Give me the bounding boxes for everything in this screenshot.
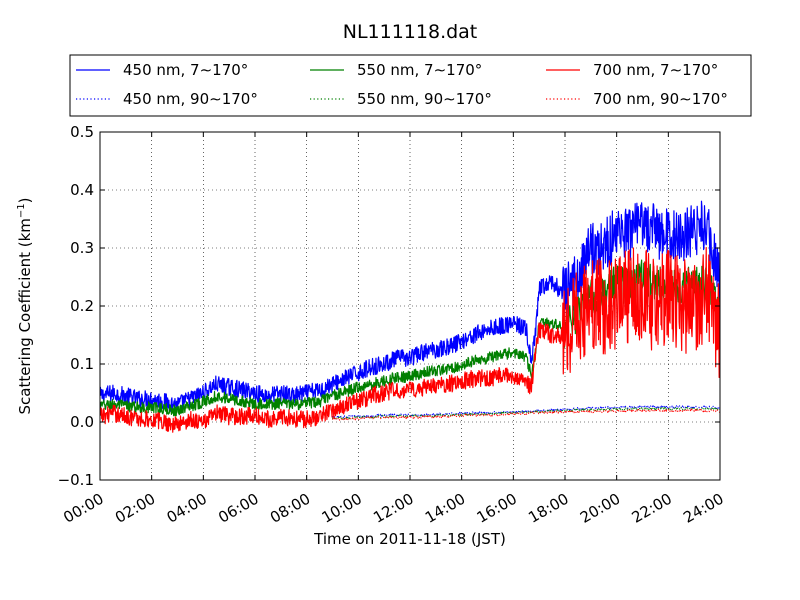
- legend-label: 450 nm, 7∼170°: [123, 61, 248, 79]
- x-tick-label: 18:00: [525, 490, 571, 527]
- legend-frame: [69, 54, 752, 117]
- x-tick-label: 00:00: [60, 490, 106, 527]
- series-line: [100, 200, 720, 412]
- y-tick-label: 0.2: [70, 297, 94, 315]
- y-axis-label-prefix: Scattering Coefficient (km: [16, 218, 34, 414]
- y-axis-label-sup: −1: [16, 203, 27, 218]
- legend: 450 nm, 7∼170° 550 nm, 7∼170° 700 nm, 7∼17…: [69, 54, 752, 117]
- x-tick-label: 14:00: [422, 490, 468, 527]
- x-tick-label: 22:00: [629, 490, 675, 527]
- y-axis-label: Scattering Coefficient (km−1): [16, 197, 34, 414]
- y-tick-label: 0.3: [70, 239, 94, 257]
- y-tick-label: 0.1: [70, 355, 94, 373]
- legend-label: 550 nm, 90∼170°: [357, 90, 492, 108]
- x-tick-label: 12:00: [370, 490, 416, 527]
- series-line: [331, 406, 720, 420]
- x-tick-label: 04:00: [164, 490, 210, 527]
- y-tick-label: 0.4: [70, 181, 94, 199]
- series-layer: [100, 200, 720, 433]
- x-tick-label: 06:00: [215, 490, 261, 527]
- x-tick-label: 02:00: [112, 490, 158, 527]
- x-tick-label: 20:00: [577, 490, 623, 527]
- legend-label: 550 nm, 7∼170°: [357, 61, 482, 79]
- x-tick-label: 16:00: [474, 490, 520, 527]
- y-tick-label: −0.1: [58, 471, 94, 489]
- chart-title: NL111118.dat: [343, 21, 478, 43]
- legend-label: 700 nm, 7∼170°: [593, 61, 718, 79]
- y-tick-label: 0.0: [70, 413, 94, 431]
- legend-label: 700 nm, 90∼170°: [593, 90, 728, 108]
- series-line: [100, 246, 720, 433]
- x-tick-label: 10:00: [319, 490, 365, 527]
- y-axis-label-suffix: ): [16, 197, 34, 203]
- y-tick-label: 0.5: [70, 123, 94, 141]
- legend-label: 450 nm, 90∼170°: [123, 90, 258, 108]
- x-tick-label: 08:00: [267, 490, 313, 527]
- x-tick-label: 24:00: [680, 490, 726, 527]
- x-axis-label: Time on 2011-11-18 (JST): [313, 530, 506, 548]
